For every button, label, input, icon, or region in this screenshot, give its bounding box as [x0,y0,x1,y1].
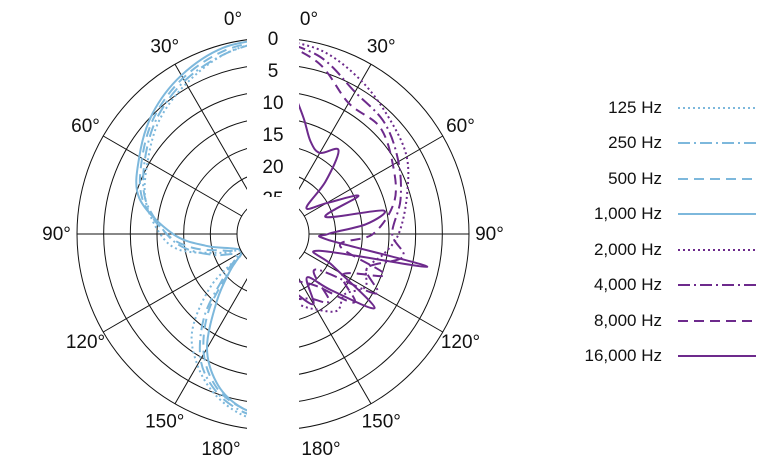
series-curve-1000hz [135,37,274,419]
grid-spoke [290,64,372,204]
legend: 125 Hz 250 Hz 500 Hz 1,000 Hz 2,000 Hz 4,000 … [552,90,762,374]
legend-swatch [678,106,756,109]
radial-tick-label: 10 [262,93,283,114]
angle-label: 150° [362,411,401,432]
grid-spoke [103,251,243,333]
angle-label: 90° [42,224,71,245]
legend-swatch [678,319,756,322]
legend-label: 16,000 Hz [584,346,663,366]
polar-chart: 0° 0° 30° 30° 60° 60° 90° 90° 120° 120° 150° 150° 18… [42,9,504,460]
grid-spoke [174,64,256,204]
legend-label: 2,000 Hz [593,239,662,259]
legend-label: 250 Hz [608,133,662,153]
angle-label: 180° [201,439,240,460]
angle-label: 60° [446,116,475,137]
legend-label: 125 Hz [608,97,662,117]
legend-swatch [678,142,756,145]
angle-label: 150° [145,411,184,432]
legend-swatch [678,355,756,358]
legend-item: 1,000 Hz [552,197,762,233]
legend-item: 16,000 Hz [552,339,762,375]
legend-item: 125 Hz [552,90,762,126]
series-curve-2000hz [272,37,410,313]
angle-label: 120° [441,332,480,353]
hub-gap [247,197,299,271]
legend-item: 2,000 Hz [552,232,762,268]
legend-label: 500 Hz [608,168,662,188]
angle-label: 0° [224,9,242,30]
radial-tick-label: 20 [262,157,283,178]
radial-tick-label: 15 [262,125,283,146]
grid-spoke [290,264,372,404]
angle-label: 120° [66,332,105,353]
series-curve-500hz [138,37,274,419]
angle-label: 90° [475,224,504,245]
grid-spoke [303,251,443,333]
angle-label: 60° [71,116,100,137]
legend-item: 500 Hz [552,161,762,197]
legend-label: 4,000 Hz [593,275,662,295]
series-curve-16000hz [272,37,429,310]
radial-tick-label: 5 [268,61,279,82]
legend-swatch [678,248,756,251]
series-curve-250hz [142,37,274,422]
polar-curves [135,37,429,425]
angle-label: 30° [150,37,179,58]
legend-swatch [678,284,756,287]
grid-spoke [174,264,256,404]
legend-item: 250 Hz [552,126,762,162]
radial-tick-label: 0 [268,29,279,50]
legend-label: 1,000 Hz [593,204,662,224]
legend-swatch [678,177,756,180]
legend-label: 8,000 Hz [593,310,662,330]
legend-item: 4,000 Hz [552,268,762,304]
angle-label: 30° [367,37,396,58]
angle-label: 180° [301,439,340,460]
legend-item: 8,000 Hz [552,303,762,339]
legend-swatch [678,213,756,216]
polar-labels: 0° 0° 30° 30° 60° 60° 90° 90° 120° 120° 150° 150° 18… [42,9,504,460]
angle-label: 0° [300,9,318,30]
grid-spoke [103,135,243,217]
